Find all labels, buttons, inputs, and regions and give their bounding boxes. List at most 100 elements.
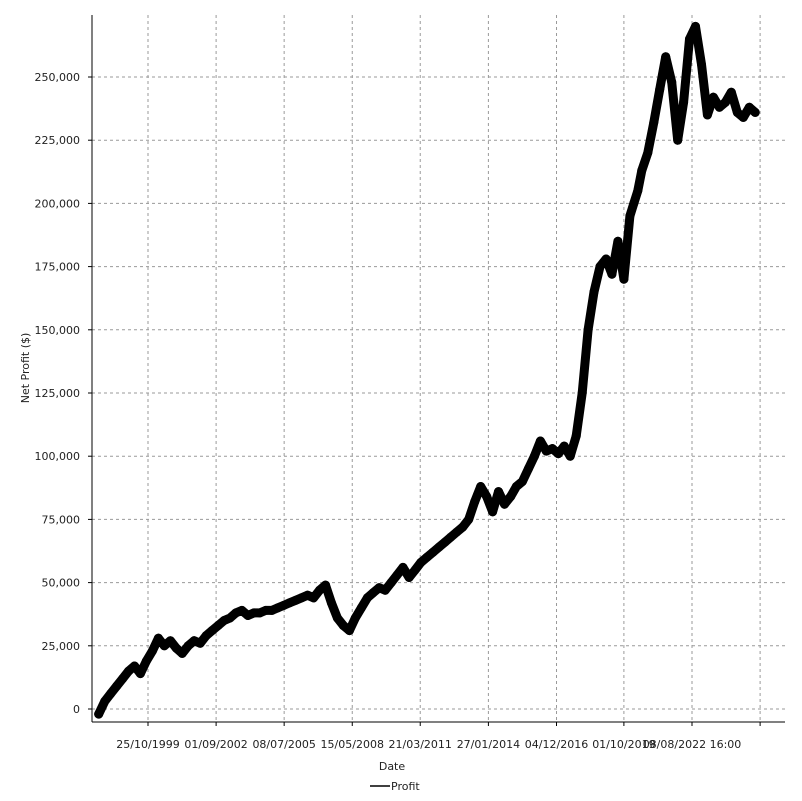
data-point [356,603,366,613]
y-tick-label: 225,000 [35,134,81,147]
data-point [404,573,414,582]
data-point [225,613,235,623]
data-point [410,565,420,575]
data-point [183,641,193,651]
data-point [422,552,432,562]
data-point [744,102,754,112]
data-point [321,580,330,590]
legend: Profit [370,780,420,793]
y-axis-title: Net Profit ($) [19,333,32,404]
data-point [464,514,474,524]
data-point [583,325,593,335]
data-point [100,696,110,706]
y-tick-label: 175,000 [35,261,81,274]
x-tick-label: 15/05/2008 [321,738,384,751]
y-tick-label: 200,000 [35,197,81,210]
data-point [470,497,480,507]
axes [91,15,785,723]
x-tick-label: 21/03/2011 [389,738,452,751]
data-point [613,236,623,246]
data-point [326,598,336,608]
x-tick-label: 01/10/2019 [592,738,655,751]
data-point [673,135,683,145]
data-point [147,646,157,656]
data-point [130,661,139,671]
data-point [535,436,545,446]
data-point [494,487,503,497]
data-point [732,107,742,117]
data-point [547,444,557,454]
data-point [392,570,402,580]
data-point [153,633,163,643]
data-point [750,107,760,117]
y-tick-label: 150,000 [35,324,81,337]
data-point [94,709,104,719]
data-point [338,621,348,631]
data-point [171,643,181,653]
data-point [315,585,325,595]
y-tick-label: 125,000 [35,387,81,400]
data-point [177,648,187,658]
data-point [309,593,319,603]
series-line-profit [94,21,760,719]
data-point [714,102,724,112]
x-tick-label: 04/12/2016 [525,738,588,751]
data-point [529,451,539,461]
x-tick-label: 08/08/2022 16:00 [643,738,742,751]
x-tick-label: 27/01/2014 [457,738,520,751]
data-point [559,441,569,451]
data-point [517,477,527,486]
data-point [213,621,223,631]
data-point [691,21,700,31]
y-tick-label: 250,000 [35,71,81,84]
data-point [452,527,462,537]
legend-label-profit: Profit [391,780,420,793]
data-point [667,77,677,87]
data-point [446,532,456,542]
data-point [201,631,211,641]
data-point [159,641,169,651]
y-tick-label: 75,000 [42,513,81,526]
data-point [458,522,468,532]
data-point [344,626,354,636]
data-point [488,507,498,517]
data-point [601,254,611,264]
data-point [643,148,653,158]
data-point [416,557,426,567]
data-point [237,605,247,615]
data-point [655,85,665,95]
data-point [476,482,486,491]
data-point [440,537,450,547]
data-point [135,669,145,679]
data-point [124,666,134,676]
data-point [398,562,408,572]
data-point [679,97,689,107]
data-point [595,262,605,272]
data-point [553,449,563,459]
data-point [368,588,378,598]
data-point [106,689,116,699]
y-tick-label: 100,000 [35,450,81,463]
x-tick-label: 25/10/1999 [116,738,179,751]
data-point [118,674,128,684]
data-point [637,166,647,175]
data-point [165,636,175,646]
data-point [207,626,217,636]
data-point [506,492,516,502]
data-point [697,59,706,69]
data-point [332,613,342,623]
data-point [685,34,694,44]
data-point [195,638,205,648]
data-point [629,198,639,208]
data-point [619,274,629,284]
y-tick-label: 0 [73,703,80,716]
data-point [434,542,444,552]
data-point [633,186,643,196]
grid-lines [92,15,785,722]
data-point [350,613,360,623]
y-tick-label: 50,000 [42,577,81,590]
data-point [571,431,581,441]
data-point [649,118,659,127]
x-tick-label: 08/07/2005 [252,738,315,751]
